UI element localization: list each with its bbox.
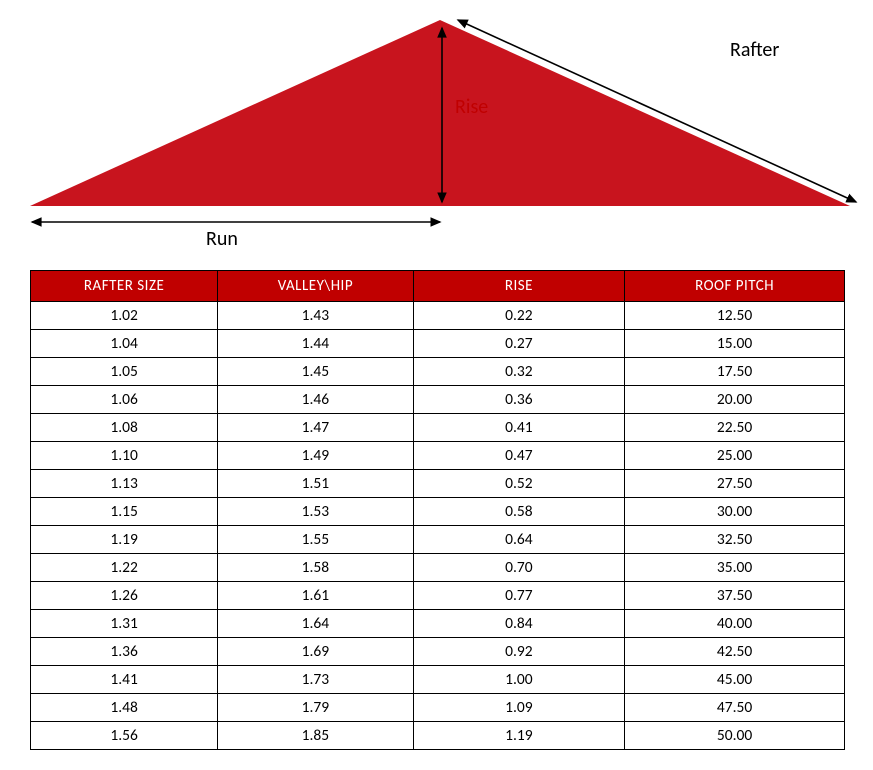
table-row: 1.151.530.5830.00	[31, 498, 845, 526]
table-cell: 1.05	[31, 358, 218, 386]
table-cell: 1.26	[31, 582, 218, 610]
table-row: 1.131.510.5227.50	[31, 470, 845, 498]
table-cell: 1.79	[218, 694, 413, 722]
table-cell: 0.84	[413, 610, 625, 638]
table-cell: 0.27	[413, 330, 625, 358]
roof-pitch-table-wrap: RAFTER SIZE VALLEY\HIP RISE ROOF PITCH 1…	[30, 270, 845, 750]
table-row: 1.311.640.8440.00	[31, 610, 845, 638]
roof-diagram: Rise Run Rafter	[30, 10, 850, 255]
table-cell: 1.46	[218, 386, 413, 414]
table-cell: 1.36	[31, 638, 218, 666]
table-row: 1.101.490.4725.00	[31, 442, 845, 470]
table-cell: 45.00	[625, 666, 845, 694]
table-cell: 1.51	[218, 470, 413, 498]
table-cell: 0.22	[413, 302, 625, 330]
table-row: 1.061.460.3620.00	[31, 386, 845, 414]
table-cell: 0.58	[413, 498, 625, 526]
table-cell: 1.49	[218, 442, 413, 470]
table-cell: 1.44	[218, 330, 413, 358]
table-cell: 25.00	[625, 442, 845, 470]
table-cell: 1.04	[31, 330, 218, 358]
table-cell: 1.43	[218, 302, 413, 330]
table-cell: 30.00	[625, 498, 845, 526]
table-cell: 12.50	[625, 302, 845, 330]
table-header-row: RAFTER SIZE VALLEY\HIP RISE ROOF PITCH	[31, 271, 845, 302]
col-header-valley-hip: VALLEY\HIP	[218, 271, 413, 302]
table-cell: 20.00	[625, 386, 845, 414]
table-cell: 1.31	[31, 610, 218, 638]
table-cell: 1.69	[218, 638, 413, 666]
table-cell: 35.00	[625, 554, 845, 582]
table-cell: 0.64	[413, 526, 625, 554]
table-row: 1.411.731.0045.00	[31, 666, 845, 694]
table-cell: 17.50	[625, 358, 845, 386]
table-row: 1.021.430.2212.50	[31, 302, 845, 330]
table-cell: 1.06	[31, 386, 218, 414]
table-cell: 42.50	[625, 638, 845, 666]
table-cell: 32.50	[625, 526, 845, 554]
rise-label: Rise	[455, 95, 488, 119]
table-cell: 1.47	[218, 414, 413, 442]
table-cell: 1.13	[31, 470, 218, 498]
table-cell: 50.00	[625, 722, 845, 750]
table-cell: 40.00	[625, 610, 845, 638]
table-row: 1.221.580.7035.00	[31, 554, 845, 582]
table-cell: 1.08	[31, 414, 218, 442]
table-cell: 47.50	[625, 694, 845, 722]
col-header-roof-pitch: ROOF PITCH	[625, 271, 845, 302]
rafter-label: Rafter	[730, 38, 779, 62]
table-cell: 1.09	[413, 694, 625, 722]
table-cell: 22.50	[625, 414, 845, 442]
table-cell: 0.32	[413, 358, 625, 386]
table-cell: 1.19	[31, 526, 218, 554]
table-row: 1.361.690.9242.50	[31, 638, 845, 666]
table-cell: 1.55	[218, 526, 413, 554]
roof-pitch-table: RAFTER SIZE VALLEY\HIP RISE ROOF PITCH 1…	[30, 270, 845, 750]
table-cell: 1.45	[218, 358, 413, 386]
table-cell: 1.56	[31, 722, 218, 750]
table-cell: 1.58	[218, 554, 413, 582]
table-cell: 1.48	[31, 694, 218, 722]
table-row: 1.041.440.2715.00	[31, 330, 845, 358]
table-cell: 1.00	[413, 666, 625, 694]
table-cell: 1.15	[31, 498, 218, 526]
table-cell: 0.36	[413, 386, 625, 414]
table-cell: 27.50	[625, 470, 845, 498]
table-row: 1.261.610.7737.50	[31, 582, 845, 610]
table-cell: 1.19	[413, 722, 625, 750]
table-cell: 0.41	[413, 414, 625, 442]
table-row: 1.561.851.1950.00	[31, 722, 845, 750]
table-cell: 1.53	[218, 498, 413, 526]
table-cell: 1.41	[31, 666, 218, 694]
table-cell: 0.70	[413, 554, 625, 582]
table-row: 1.191.550.6432.50	[31, 526, 845, 554]
roof-triangle	[30, 20, 850, 206]
table-cell: 15.00	[625, 330, 845, 358]
table-body: 1.021.430.2212.501.041.440.2715.001.051.…	[31, 302, 845, 750]
table-row: 1.481.791.0947.50	[31, 694, 845, 722]
table-cell: 1.10	[31, 442, 218, 470]
run-label: Run	[206, 227, 238, 251]
table-cell: 0.92	[413, 638, 625, 666]
table-row: 1.051.450.3217.50	[31, 358, 845, 386]
table-cell: 1.61	[218, 582, 413, 610]
table-cell: 1.02	[31, 302, 218, 330]
col-header-rise: RISE	[413, 271, 625, 302]
table-cell: 1.73	[218, 666, 413, 694]
table-cell: 0.52	[413, 470, 625, 498]
table-cell: 1.22	[31, 554, 218, 582]
table-cell: 37.50	[625, 582, 845, 610]
table-row: 1.081.470.4122.50	[31, 414, 845, 442]
table-cell: 0.47	[413, 442, 625, 470]
table-cell: 1.64	[218, 610, 413, 638]
col-header-rafter-size: RAFTER SIZE	[31, 271, 218, 302]
table-cell: 0.77	[413, 582, 625, 610]
table-cell: 1.85	[218, 722, 413, 750]
